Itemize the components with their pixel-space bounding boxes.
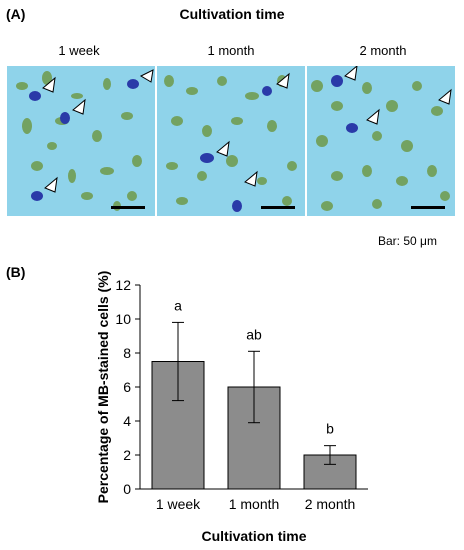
y-tick-label-4: 8 [123, 345, 131, 361]
column-label-2-month: 2 month [359, 43, 407, 58]
x-tick-label-1: 1 month [229, 496, 280, 512]
x-tick-label-2: 2 month [305, 496, 356, 512]
micrograph-1-week-image [7, 66, 155, 216]
micrograph-2-month [307, 66, 455, 216]
y-tick-label-5: 10 [115, 311, 131, 327]
scale-bar-label: Bar: 50 μm [378, 234, 437, 248]
y-tick-label-1: 2 [123, 447, 131, 463]
micrograph-1-month [157, 66, 305, 216]
significance-label-0: a [174, 297, 182, 313]
bar-chart: 0 2 4 6 8 10 12 a 1 week ab 1 month b 2 month Cultiva… [95, 271, 368, 544]
x-axis-title: Cultivation time [201, 528, 306, 544]
significance-label-1: ab [246, 326, 262, 342]
panel-a-title: Cultivation time [179, 6, 285, 22]
y-tick-label-3: 6 [123, 379, 131, 395]
panel-b-label: (B) [6, 264, 26, 280]
column-label-1-week: 1 week [58, 43, 100, 58]
panel-a-label: (A) [6, 6, 26, 22]
micrograph-1-week [7, 66, 155, 216]
y-tick-label-6: 12 [115, 277, 131, 293]
y-tick-label-2: 4 [123, 413, 131, 429]
column-label-1-month: 1 month [207, 43, 255, 58]
x-tick-label-0: 1 week [156, 496, 201, 512]
micrograph-1-month-image [157, 66, 305, 216]
significance-label-2: b [326, 421, 334, 437]
y-axis-title: Percentage of MB-stained cells (%) [95, 271, 111, 504]
micrograph-2-month-image [307, 66, 455, 216]
y-tick-label-0: 0 [123, 481, 131, 497]
